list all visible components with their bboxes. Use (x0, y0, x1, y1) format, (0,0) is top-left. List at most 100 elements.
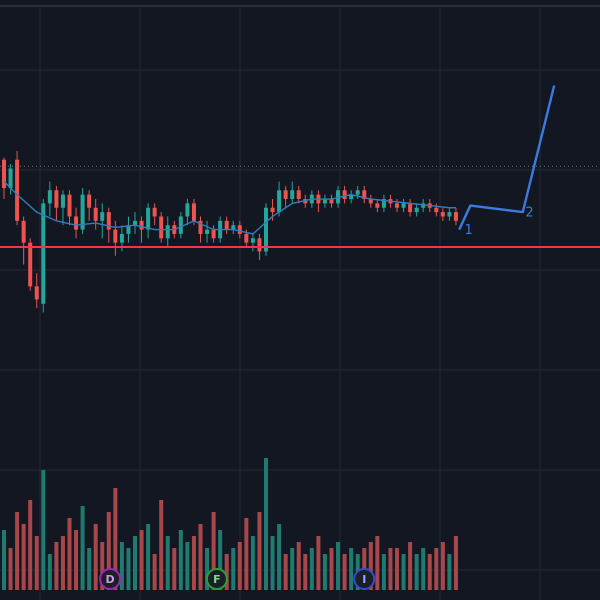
candle-body (322, 199, 327, 204)
volume-bar (211, 512, 216, 590)
volume-bar (106, 512, 111, 590)
candle-body (54, 190, 59, 208)
candle-body (408, 203, 413, 213)
volume-bar (165, 536, 170, 590)
candle-body (244, 233, 249, 243)
candle-body (126, 225, 131, 234)
volume-bar (119, 542, 124, 590)
volume-bar (2, 530, 6, 590)
candle-body (447, 212, 452, 217)
volume-bar (277, 524, 282, 590)
volume-bar (159, 500, 164, 590)
candle-body (205, 229, 210, 234)
volume-bar (316, 536, 321, 590)
volume-bar (198, 524, 203, 590)
volume-bar (303, 554, 308, 590)
volume-bar (401, 554, 406, 590)
event-marker-circle (353, 568, 376, 590)
volume-bar (152, 554, 157, 590)
volume-bar (322, 554, 327, 590)
candle-body (133, 220, 137, 226)
candle-body (270, 207, 275, 213)
candle-body (152, 207, 157, 217)
candle-body (74, 216, 79, 230)
candle-body (198, 220, 203, 234)
candle-body (336, 190, 341, 204)
candle-body (93, 207, 98, 221)
volume-bar (185, 542, 190, 590)
candle-body (342, 190, 347, 200)
volume-bar (349, 548, 354, 590)
candle-body (401, 203, 406, 208)
volume-bar (80, 506, 85, 590)
event-marker-letter: I (362, 573, 366, 586)
candle-body (178, 216, 183, 234)
volume-bar (15, 512, 20, 590)
wave-label: 2 (525, 205, 533, 220)
volume-bar (67, 518, 72, 590)
candle-body (15, 159, 20, 221)
volume-bar (309, 548, 314, 590)
candle-body (375, 203, 380, 208)
volume-bar (60, 536, 65, 590)
volume-bar (146, 524, 151, 590)
volume-bar (133, 536, 137, 590)
candle-body (362, 190, 367, 200)
candle-body (113, 229, 118, 243)
volume-bar (329, 548, 334, 590)
volume-bar (408, 542, 413, 590)
candle-body (237, 225, 242, 234)
candle-body (290, 190, 295, 200)
volume-bar (8, 548, 13, 590)
volume-bar (28, 500, 33, 590)
candle-body (250, 238, 255, 243)
volume-bar (224, 554, 229, 590)
volume-bar (231, 548, 236, 590)
candle-body (434, 207, 439, 213)
candle-body (139, 220, 144, 230)
volume-bar (244, 518, 249, 590)
volume-bar (427, 554, 432, 590)
candle-body (277, 190, 282, 213)
candle-body (440, 212, 445, 217)
candle-body (47, 190, 52, 204)
wave-projection: 12 (458, 85, 556, 238)
volume-bar (54, 542, 59, 590)
candle-body (165, 225, 170, 239)
volume-bar (290, 548, 295, 590)
candle-body (106, 212, 111, 230)
volume-bar (74, 530, 79, 590)
volume-bar (434, 548, 439, 590)
candle-body (296, 190, 301, 200)
volume-bar (270, 536, 275, 590)
volume-bar (440, 542, 445, 590)
volume-bar (113, 488, 118, 590)
candle-body (414, 207, 419, 213)
candle-body (421, 203, 426, 208)
candle-body (67, 194, 72, 217)
candle-body (8, 168, 13, 189)
volume-bar (205, 548, 210, 590)
volume-bars (2, 458, 458, 590)
volume-bar (421, 548, 426, 590)
candle-body (2, 159, 6, 189)
volume-bar (139, 530, 144, 590)
candle-body (191, 203, 196, 221)
volume-bar (447, 554, 452, 590)
volume-bar (395, 548, 399, 590)
candle-body (119, 233, 124, 243)
candle-body (257, 238, 262, 252)
candle-body (264, 207, 268, 252)
candle-body (303, 199, 308, 204)
candlesticks (2, 150, 458, 313)
event-marker-circle (205, 568, 228, 590)
volume-bar (342, 554, 347, 590)
candle-body (368, 199, 373, 204)
volume-bar (172, 548, 177, 590)
volume-bar (368, 542, 373, 590)
levels (0, 165, 600, 249)
volume-bar (381, 554, 386, 590)
grid (0, 8, 600, 600)
